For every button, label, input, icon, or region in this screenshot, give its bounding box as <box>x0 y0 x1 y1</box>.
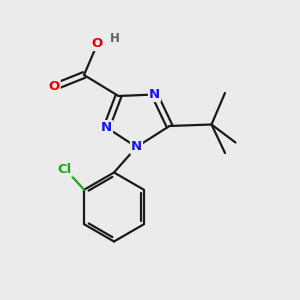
Text: O: O <box>48 80 60 94</box>
Text: N: N <box>101 121 112 134</box>
Text: N: N <box>131 140 142 154</box>
Text: N: N <box>149 88 160 101</box>
Text: H: H <box>110 32 120 46</box>
Text: Cl: Cl <box>58 163 72 176</box>
Text: O: O <box>92 37 103 50</box>
